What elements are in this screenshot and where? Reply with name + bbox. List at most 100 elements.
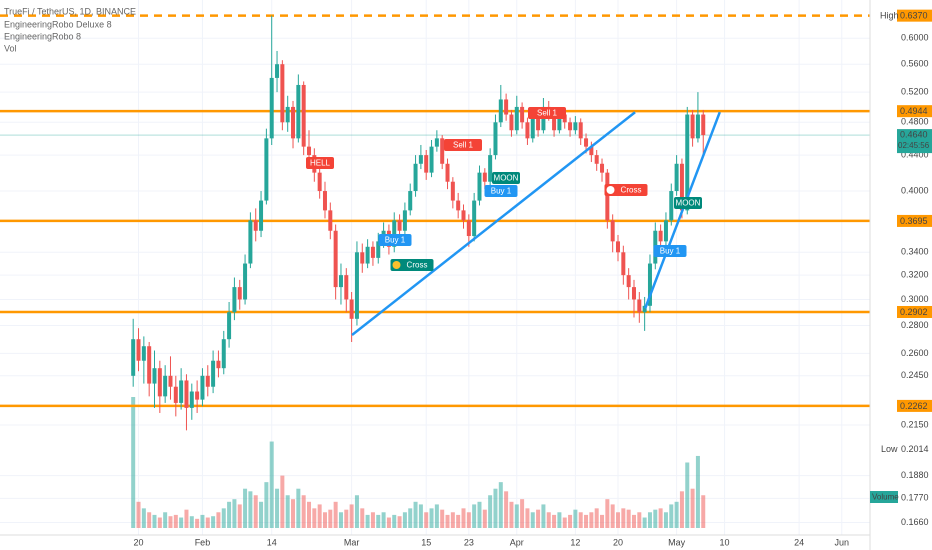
volume-bar — [695, 455, 700, 528]
volume-bar — [301, 495, 306, 528]
x-tick-label: Jun — [835, 537, 850, 547]
volume-bar — [349, 504, 354, 528]
signal-label — [390, 259, 434, 271]
volume-bar — [189, 516, 194, 528]
level-tag — [897, 214, 932, 227]
volume-bar — [291, 499, 296, 528]
low-tag: Low — [881, 444, 898, 454]
candle-body — [642, 305, 647, 313]
volume-bar — [397, 516, 402, 528]
candle-body — [429, 146, 434, 173]
candle-body — [647, 263, 652, 306]
level-label: 0.3695 — [900, 216, 928, 226]
y-tick-label: 0.3400 — [901, 247, 929, 257]
x-tick-label: 14 — [267, 537, 277, 547]
volume-bar — [450, 512, 455, 528]
candle-body — [616, 241, 621, 253]
signal-label — [528, 107, 566, 119]
volume-bar — [514, 504, 519, 528]
volume-bar — [259, 501, 264, 528]
candle-body — [408, 191, 413, 211]
candle-body — [418, 155, 423, 164]
volume-bar — [248, 491, 253, 528]
volume-bar — [509, 501, 514, 528]
x-tick-label: 15 — [421, 537, 431, 547]
signal-text: Buy 1 — [385, 236, 406, 245]
level-tag — [897, 105, 932, 118]
volume-bar — [440, 509, 445, 528]
candle-body — [520, 106, 525, 123]
chart-title: TrueFi / TetherUS, 1D, BINANCE — [4, 6, 136, 16]
candle-body — [285, 106, 290, 123]
volume-bar — [472, 504, 477, 528]
volume-bar — [136, 501, 141, 528]
price-axis — [870, 0, 932, 550]
y-tick-label: 0.1880 — [901, 470, 929, 480]
candle-body — [136, 339, 141, 361]
candle-body — [552, 114, 557, 131]
signal-icon — [392, 261, 401, 269]
candle-body — [179, 380, 184, 403]
volume-bar — [578, 512, 583, 528]
candle-body — [482, 172, 487, 182]
candle-body — [147, 346, 152, 384]
candle-body — [584, 138, 589, 147]
volume-bar — [376, 514, 381, 528]
level-tag — [897, 305, 932, 318]
candle-body — [216, 360, 221, 369]
volume-bar — [163, 512, 168, 528]
volume-bar — [179, 517, 184, 528]
candle-body — [578, 122, 583, 139]
volume-bar — [658, 508, 663, 528]
x-tick-label: 23 — [464, 537, 474, 547]
volume-bar — [227, 501, 232, 528]
volume-bar — [541, 504, 546, 528]
candle-body — [450, 181, 455, 201]
candle-body — [253, 220, 258, 231]
y-tick-label: 0.6000 — [901, 33, 929, 43]
candle-body — [333, 230, 338, 288]
candle-body — [504, 99, 509, 115]
volume-bar — [344, 509, 349, 528]
volume-bar — [392, 514, 397, 528]
candle-body — [259, 200, 264, 231]
volume-bar — [637, 512, 642, 528]
candle-body — [669, 191, 674, 221]
volume-bar — [520, 499, 525, 528]
current-tag — [897, 129, 932, 154]
volume-bar — [530, 512, 535, 528]
volume-bar — [205, 517, 210, 528]
candle-body — [221, 339, 226, 369]
candle-body — [317, 172, 322, 192]
candle-body — [344, 275, 349, 300]
volume-bar — [365, 514, 370, 528]
candle-body — [141, 346, 146, 361]
candle-body — [637, 299, 642, 313]
candle-body — [168, 375, 173, 387]
volume-bar — [184, 509, 189, 528]
candle-body — [466, 220, 471, 237]
volume-bar — [264, 482, 269, 528]
volume-bar — [285, 495, 290, 528]
volume-bar — [653, 509, 658, 528]
current-price: 0.4640 — [900, 129, 928, 139]
volume-bar — [280, 475, 285, 528]
volume-bar — [562, 517, 567, 528]
volume-bar — [466, 512, 471, 528]
candle-body — [402, 210, 407, 231]
y-tick-label: 0.1770 — [901, 493, 929, 503]
volume-bar — [173, 514, 178, 528]
y-tick-label: 0.2800 — [901, 320, 929, 330]
plot: HELL Sell 1 Sell 1 MOON Buy 1 Buy 1 Cross Cross… — [0, 0, 870, 535]
candle-body — [690, 114, 695, 139]
candle-body — [200, 375, 205, 400]
x-tick-label: 10 — [720, 537, 730, 547]
volume-bar — [647, 512, 652, 528]
candle-body — [376, 241, 381, 258]
indicator: EngineeringRobo Deluxe 8 — [4, 19, 112, 29]
volume-bar — [589, 512, 594, 528]
candle-body — [514, 106, 519, 131]
volume-bar — [322, 512, 327, 528]
volume-bar — [536, 509, 541, 528]
